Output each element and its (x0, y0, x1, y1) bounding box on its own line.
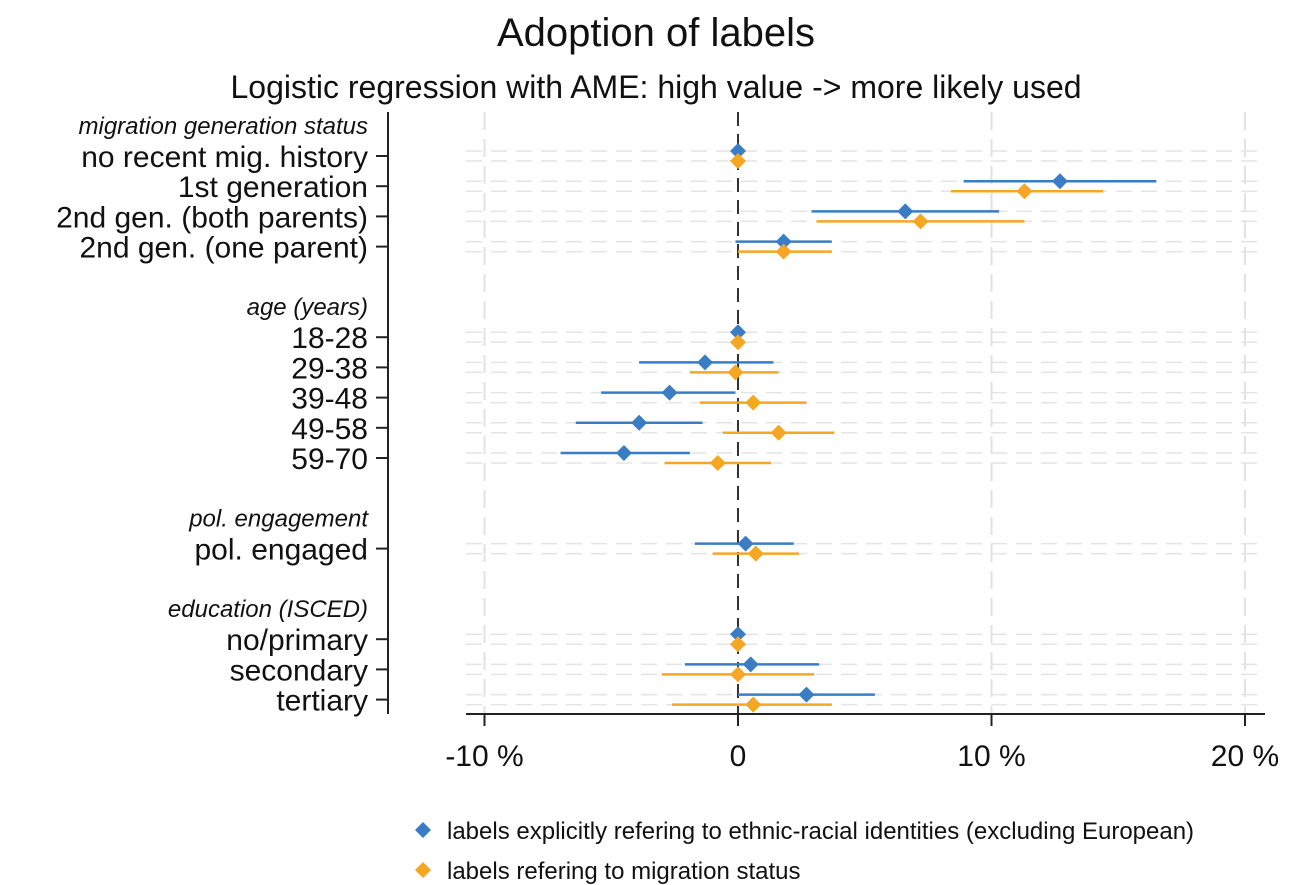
axes: -10 % 0 10 % 20 % (376, 112, 1279, 773)
point-estimate-ethnic (742, 656, 759, 673)
point-estimate-migration (730, 334, 746, 351)
row-label: no/primary (226, 624, 368, 657)
point-estimate-ethnic (737, 535, 754, 552)
point-estimate-ethnic (775, 233, 792, 250)
point-estimate-ethnic (897, 203, 914, 220)
x-tick-label: 20 % (1211, 740, 1279, 773)
point-estimate-migration (730, 666, 746, 683)
grid-lines (466, 112, 1265, 714)
point-estimate-ethnic (615, 445, 632, 461)
legend-label-migration: labels refering to migration status (447, 858, 801, 885)
chart-title: Adoption of labels (497, 11, 815, 55)
point-estimate-ethnic (1051, 173, 1068, 190)
legend: labels explicitly refering to ethnic-rac… (415, 818, 1194, 885)
row-label: 2nd gen. (one parent) (79, 232, 368, 265)
row-label: 29-38 (291, 352, 368, 385)
row-label: 2nd gen. (both parents) (56, 201, 368, 234)
point-estimate-migration (727, 364, 744, 381)
point-estimate-ethnic (798, 686, 815, 703)
point-estimate-ethnic (730, 324, 746, 341)
data-marks (560, 143, 1157, 713)
point-estimate-migration (745, 696, 762, 713)
point-estimate-migration (747, 545, 764, 562)
row-label: no recent mig. history (81, 141, 368, 174)
legend-label-ethnic: labels explicitly refering to ethnic-rac… (447, 818, 1194, 845)
point-estimate-ethnic (631, 414, 648, 431)
x-tick-label: 10 % (957, 740, 1025, 773)
point-estimate-migration (730, 636, 746, 653)
group-header: pol. engagement (188, 505, 369, 532)
row-label: 59-70 (291, 443, 368, 476)
chart-subtitle: Logistic regression with AME: high value… (230, 69, 1081, 105)
row-label: 39-48 (291, 383, 368, 416)
row-label: 1st generation (178, 171, 368, 204)
point-estimate-ethnic (697, 354, 714, 371)
row-label: tertiary (276, 685, 368, 718)
point-estimate-ethnic (661, 384, 678, 401)
point-estimate-ethnic (730, 143, 746, 159)
legend-marker-migration (415, 862, 431, 878)
point-estimate-migration (770, 424, 787, 441)
row-labels: migration generation status age (years) po… (56, 113, 369, 718)
row-label: 49-58 (291, 413, 368, 446)
point-estimate-migration (912, 213, 929, 230)
x-tick-label: 0 (730, 740, 747, 773)
row-label: 18-28 (291, 322, 368, 355)
point-estimate-migration (1016, 183, 1033, 200)
group-header: migration generation status (79, 113, 369, 140)
point-estimate-migration (730, 153, 746, 169)
row-label: secondary (230, 654, 368, 687)
point-estimate-migration (709, 455, 726, 471)
group-header: education (ISCED) (168, 596, 368, 623)
group-header: age (years) (247, 294, 368, 321)
point-estimate-migration (745, 394, 762, 411)
point-estimate-ethnic (730, 626, 746, 643)
x-tick-label: -10 % (445, 740, 523, 773)
row-label: pol. engaged (195, 534, 369, 567)
legend-marker-ethnic (415, 822, 431, 838)
point-estimate-migration (775, 243, 792, 260)
